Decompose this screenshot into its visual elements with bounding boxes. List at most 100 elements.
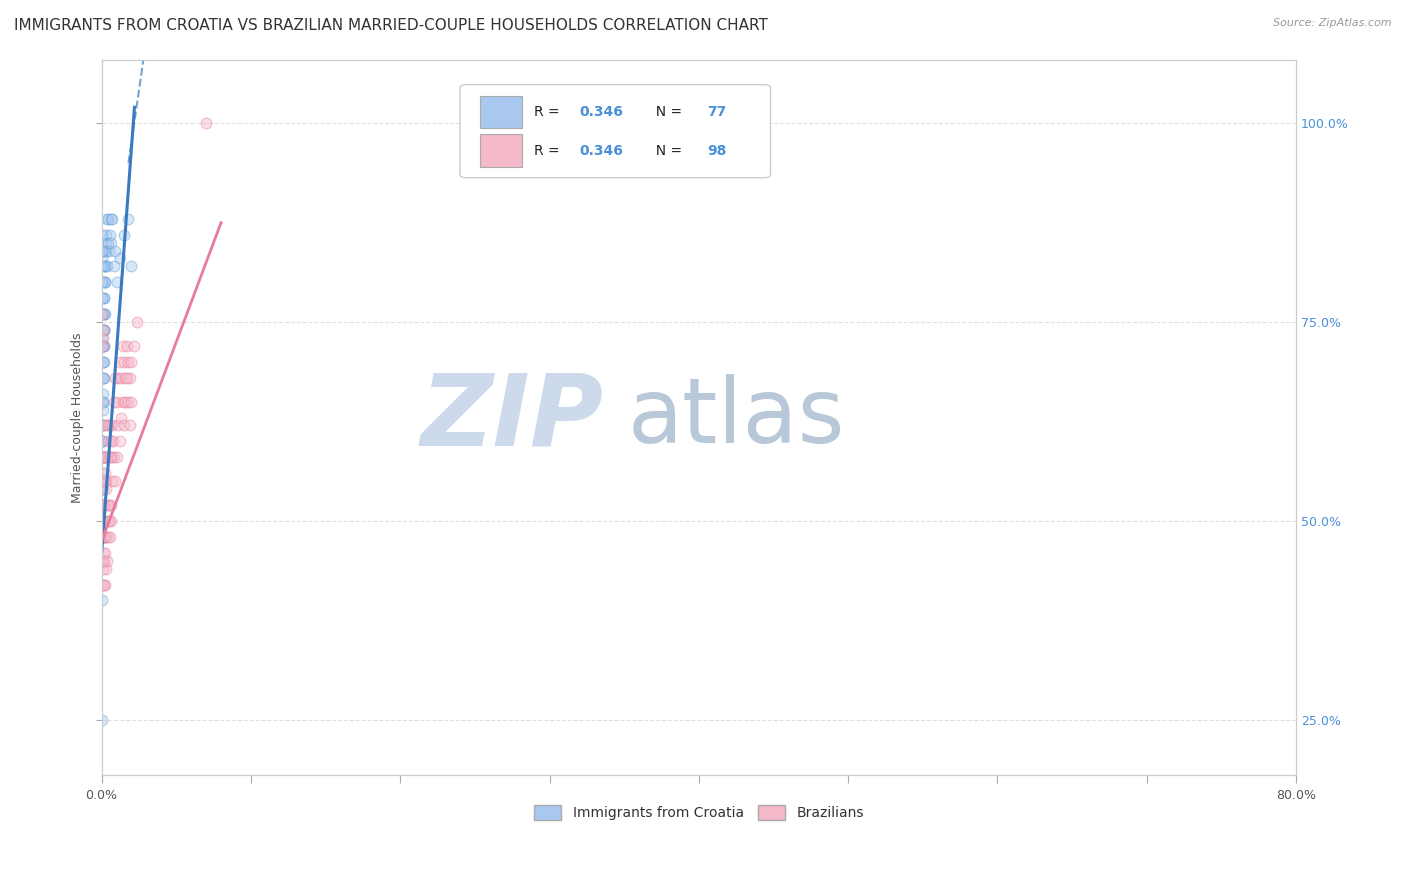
- Point: [94, 244, 117, 258]
- Point: [98, 418, 121, 433]
- Point: [110, 371, 132, 385]
- Point: [100, 450, 122, 465]
- Point: [93, 339, 115, 353]
- Point: [91, 530, 114, 544]
- Point: [91, 514, 114, 528]
- Point: [100, 235, 122, 250]
- Point: [97, 211, 120, 226]
- Point: [94, 227, 117, 242]
- Point: [96, 554, 118, 568]
- Point: [94, 474, 117, 488]
- Point: [97, 498, 120, 512]
- Point: [93, 530, 115, 544]
- Point: [93, 323, 115, 337]
- Point: [93, 323, 115, 337]
- Point: [112, 418, 135, 433]
- Point: [94, 450, 117, 465]
- Point: [94, 546, 117, 560]
- Point: [91, 339, 114, 353]
- Point: [98, 450, 121, 465]
- Point: [108, 434, 131, 449]
- Point: [108, 252, 131, 266]
- Text: 0.346: 0.346: [579, 144, 623, 158]
- Point: [90, 291, 112, 305]
- Point: [94, 244, 117, 258]
- Point: [110, 410, 132, 425]
- Point: [94, 275, 117, 289]
- Point: [114, 371, 136, 385]
- Point: [91, 339, 114, 353]
- Point: [90, 275, 112, 289]
- Point: [97, 434, 120, 449]
- Point: [98, 244, 121, 258]
- Point: [91, 554, 114, 568]
- Text: 77: 77: [707, 105, 727, 119]
- Point: [100, 498, 122, 512]
- Point: [94, 577, 117, 591]
- Point: [91, 530, 114, 544]
- Point: [97, 235, 120, 250]
- Point: [101, 434, 124, 449]
- Point: [96, 235, 118, 250]
- Point: [93, 339, 115, 353]
- Point: [91, 386, 114, 401]
- Point: [91, 467, 114, 481]
- Point: [91, 474, 114, 488]
- Point: [121, 394, 143, 409]
- Point: [90, 307, 112, 321]
- Text: 98: 98: [707, 144, 727, 158]
- Point: [93, 498, 115, 512]
- Point: [93, 498, 115, 512]
- Point: [90, 260, 112, 274]
- Point: [93, 307, 115, 321]
- Point: [94, 260, 117, 274]
- Point: [94, 450, 117, 465]
- Point: [93, 450, 115, 465]
- Point: [112, 355, 135, 369]
- Point: [93, 530, 115, 544]
- Point: [91, 434, 114, 449]
- Bar: [481, 95, 522, 128]
- Point: [91, 593, 114, 607]
- Text: R =: R =: [534, 105, 564, 119]
- Point: [117, 394, 139, 409]
- FancyBboxPatch shape: [460, 85, 770, 178]
- Point: [91, 482, 114, 496]
- Point: [91, 554, 114, 568]
- Point: [91, 498, 114, 512]
- Point: [93, 514, 115, 528]
- Text: 0.346: 0.346: [579, 105, 623, 119]
- Point: [117, 355, 139, 369]
- Point: [96, 450, 118, 465]
- Point: [115, 371, 138, 385]
- Point: [93, 474, 115, 488]
- Point: [93, 275, 115, 289]
- Point: [98, 514, 121, 528]
- Y-axis label: Married-couple Households: Married-couple Households: [72, 333, 84, 503]
- Point: [93, 554, 115, 568]
- Point: [96, 260, 118, 274]
- Point: [91, 498, 114, 512]
- Point: [91, 450, 114, 465]
- Point: [93, 554, 115, 568]
- Point: [93, 307, 115, 321]
- Point: [93, 355, 115, 369]
- Point: [115, 339, 138, 353]
- Point: [90, 514, 112, 528]
- Point: [127, 315, 149, 329]
- Legend: Immigrants from Croatia, Brazilians: Immigrants from Croatia, Brazilians: [529, 800, 869, 826]
- Point: [195, 116, 218, 130]
- Point: [91, 307, 114, 321]
- Point: [91, 331, 114, 345]
- Point: [93, 394, 115, 409]
- Point: [94, 562, 117, 576]
- Point: [90, 252, 112, 266]
- Point: [104, 474, 127, 488]
- Point: [94, 474, 117, 488]
- Point: [91, 562, 114, 576]
- Bar: [481, 135, 522, 167]
- Point: [91, 577, 114, 591]
- Point: [96, 418, 118, 433]
- Point: [94, 482, 117, 496]
- Point: [91, 482, 114, 496]
